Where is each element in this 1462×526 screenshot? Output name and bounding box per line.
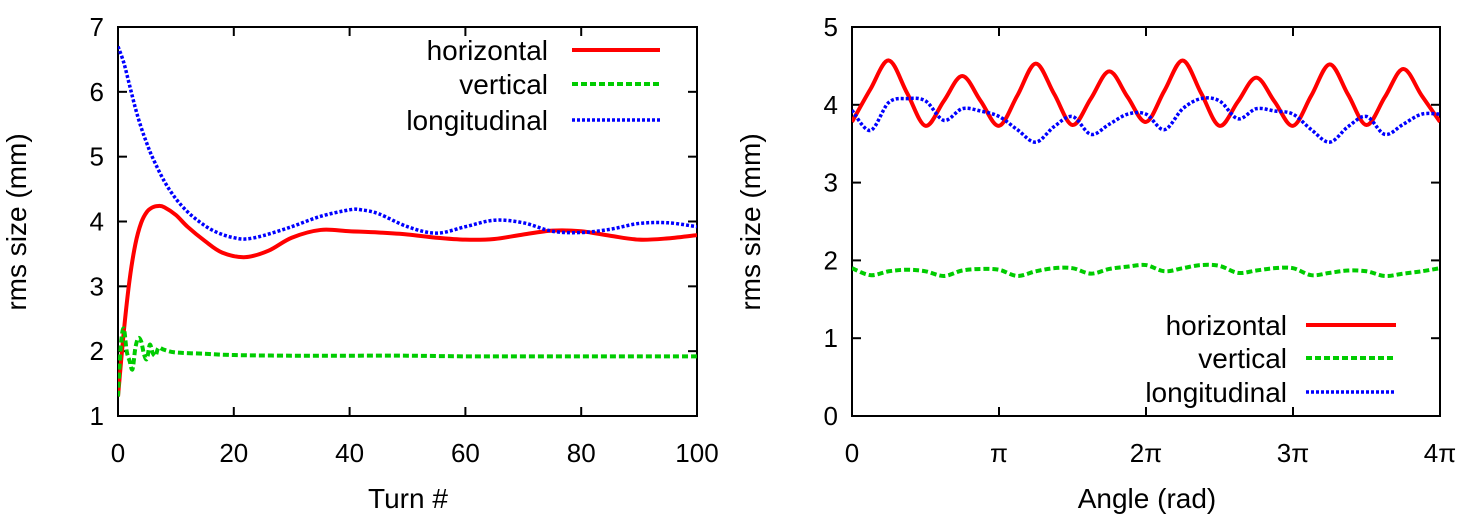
y-tick-label: 3: [90, 271, 104, 301]
legend-label: horizontal: [427, 35, 548, 66]
x-tick-label: 4π: [1424, 438, 1456, 468]
chart-1: 1 2 3 4 5 6 7 0 20 40 60 80 100 Turn # rms size (mm) ho…: [1, 12, 719, 514]
x-tick-label: 0: [845, 438, 859, 468]
legend-label: horizontal: [1166, 310, 1287, 341]
series-line-horizontal: [852, 58, 1440, 128]
x-tick-label: 3π: [1277, 438, 1309, 468]
x-tick-label: 40: [335, 438, 364, 468]
x-axis-label: Angle (rad): [1078, 483, 1217, 514]
legend-label: longitudinal: [406, 105, 548, 136]
y-tick-label: 0: [824, 401, 838, 431]
series-line-vertical: [118, 326, 697, 397]
y-tick-label: 4: [824, 90, 838, 120]
y-axis-label: rms size (mm): [735, 133, 766, 310]
legend-label: vertical: [459, 69, 548, 100]
series-line-vertical: [852, 262, 1440, 279]
x-tick-label: 80: [567, 438, 596, 468]
y-tick-label: 7: [90, 12, 104, 42]
series-line-longitudinal: [852, 96, 1440, 144]
y-tick-label: 5: [90, 142, 104, 172]
x-axis-label: Turn #: [368, 483, 448, 514]
y-tick-label: 5: [824, 12, 838, 42]
y-tick-label: 6: [90, 77, 104, 107]
x-tick-label: 100: [675, 438, 718, 468]
series-line-longitudinal: [118, 45, 697, 241]
x-tick-label: 0: [111, 438, 125, 468]
x-tick-label: 20: [219, 438, 248, 468]
y-tick-label: 2: [824, 245, 838, 275]
x-tick-label: 2π: [1130, 438, 1162, 468]
y-tick-label: 2: [90, 336, 104, 366]
series-line-horizontal: [118, 203, 697, 397]
y-tick-label: 4: [90, 207, 104, 237]
legend-label: vertical: [1198, 343, 1287, 374]
y-tick-label: 1: [90, 401, 104, 431]
chart-2: 0 1 2 3 4 5 0 π 2π 3π 4π Angle (rad) rms size (mm) ho…: [735, 12, 1456, 514]
legend-label: longitudinal: [1145, 377, 1287, 408]
x-tick-label: π: [990, 438, 1008, 468]
y-axis-label: rms size (mm): [1, 133, 32, 310]
y-tick-label: 1: [824, 323, 838, 353]
y-tick-label: 3: [824, 168, 838, 198]
x-tick-label: 60: [451, 438, 480, 468]
